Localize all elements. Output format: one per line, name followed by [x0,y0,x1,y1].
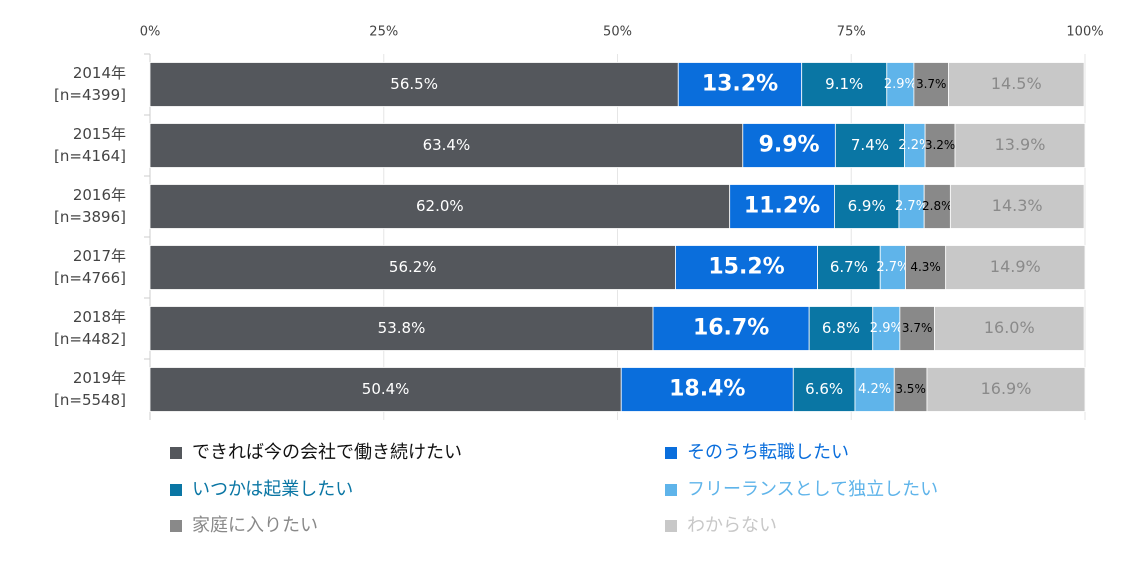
bar-segment [149,367,622,412]
value-label: 4.3% [910,260,941,274]
bar-segment [149,184,731,229]
y-tick-label: 2015年 [73,125,126,143]
bar-segment [729,184,835,229]
legend-swatch [170,484,182,496]
value-label: 63.4% [423,136,471,154]
bar-segment [913,62,949,107]
bar-segment [675,245,818,290]
y-tick-label: 2018年 [73,308,126,326]
bar-segment [801,62,888,107]
legend-swatch [665,484,677,496]
value-label: 14.3% [992,196,1043,215]
value-label: 3.7% [902,321,933,335]
legend-swatch [665,447,677,459]
bar-segment [886,62,915,107]
legend-label: 家庭に入りたい [192,515,318,536]
value-label: 50.4% [362,380,410,398]
value-label: 14.9% [990,257,1041,276]
y-tick-label: 2014年 [73,64,126,82]
y-tick-label: [n=4482] [54,330,126,348]
bar-segment [954,123,1086,168]
legend-label: いつかは起業したい [192,479,353,500]
value-label: 2.9% [884,77,917,92]
value-label: 11.2% [744,194,820,219]
value-label: 16.9% [981,379,1032,398]
y-tick-label: [n=4766] [54,269,126,287]
y-tick-label: [n=5548] [54,391,126,409]
x-tick-label: 0% [140,25,161,40]
value-label: 3.5% [895,382,926,396]
bar-segment [149,245,676,290]
value-label: 13.9% [995,135,1046,154]
value-label: 18.4% [669,377,745,402]
value-label: 56.5% [390,75,438,93]
bar-segment [149,123,744,168]
value-label: 9.1% [825,75,863,93]
bar-segment [923,184,951,229]
value-label: 62.0% [416,197,464,215]
bar-segment [879,245,906,290]
bar-segment [677,62,803,107]
value-label: 3.2% [925,138,956,152]
legend-swatch [665,520,677,532]
bar-segment [149,306,654,351]
x-tick-label: 50% [603,25,632,40]
bar-segment [620,367,794,412]
legend-label: フリーランスとして独立したい [687,479,938,500]
value-label: 14.5% [991,74,1042,93]
legend-label: そのうち転職したい [687,442,849,463]
bar-segment [898,184,925,229]
value-label: 2.7% [895,199,928,214]
bar-segment [834,123,905,168]
value-label: 2.7% [876,260,909,275]
value-label: 13.2% [702,72,778,97]
bar-segment [872,306,901,351]
bar-segment [817,245,881,290]
x-tick-label: 100% [1066,25,1103,40]
x-tick-label: 25% [369,25,398,40]
bar-segment [926,367,1086,412]
value-label: 3.7% [916,77,947,91]
value-label: 4.2% [858,382,891,397]
legend-swatch [170,520,182,532]
bar-segment [949,184,1085,229]
value-label: 2.8% [922,199,953,213]
y-tick-label: 2019年 [73,369,126,387]
legend-label: できれば今の会社で働き続けたい [192,442,462,463]
bar-segment [652,306,810,351]
y-tick-label: [n=3896] [54,208,126,226]
value-label: 9.9% [759,133,820,158]
bar-segment [854,367,895,412]
y-tick-label: [n=4164] [54,147,126,165]
y-tick-label: 2016年 [73,186,126,204]
value-label: 6.9% [848,197,886,215]
value-label: 15.2% [708,255,784,280]
value-label: 16.0% [984,318,1035,337]
value-label: 53.8% [378,319,426,337]
x-tick-label: 75% [837,25,866,40]
bar-segment [742,123,836,168]
value-label: 56.2% [389,258,437,276]
value-label: 7.4% [851,136,889,154]
bar-segment [792,367,856,412]
y-tick-label: 2017年 [73,247,126,265]
legend-swatch [170,447,182,459]
value-label: 2.9% [870,321,903,336]
bar-segment [945,245,1086,290]
y-tick-label: [n=4399] [54,86,126,104]
value-label: 16.7% [693,316,769,341]
bar-segment [934,306,1085,351]
value-label: 6.8% [822,319,860,337]
bar-segment [924,123,956,168]
bar-segment [893,367,928,412]
value-label: 6.6% [805,380,843,398]
bar-segment [834,184,900,229]
legend-label: わからない [687,515,777,536]
bar-segment [948,62,1085,107]
value-label: 6.7% [830,258,868,276]
bar-segment [149,62,679,107]
value-label: 2.2% [898,138,931,153]
